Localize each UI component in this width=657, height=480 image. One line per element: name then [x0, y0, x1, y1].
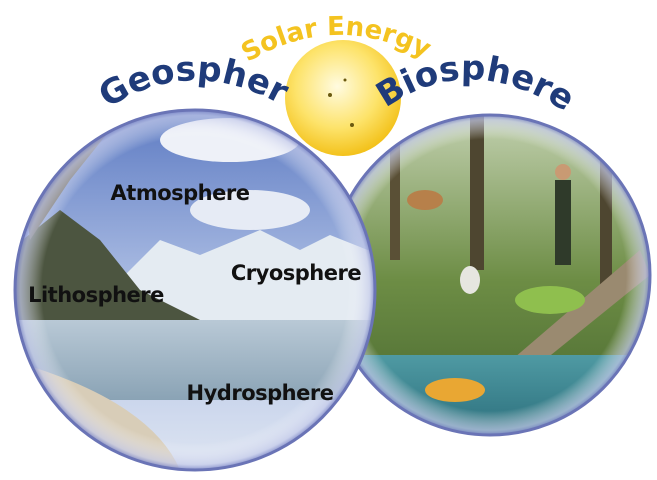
- part-label: Lithosphere: [28, 283, 164, 307]
- sphere-title: Biosphere: [369, 48, 581, 119]
- sphere-title: Geosphere: [0, 0, 295, 116]
- diagram: Solar Energy Geosphere Biosphere Atmosph…: [0, 0, 657, 480]
- part-label: Atmosphere: [111, 181, 250, 205]
- biosphere-circle: [330, 115, 650, 435]
- part-label: Hydrosphere: [187, 381, 334, 405]
- sphere-title-path: Biosphere: [369, 48, 581, 119]
- part-label: Cryosphere: [231, 261, 361, 285]
- sphere-title-path: Geosphere: [0, 0, 295, 116]
